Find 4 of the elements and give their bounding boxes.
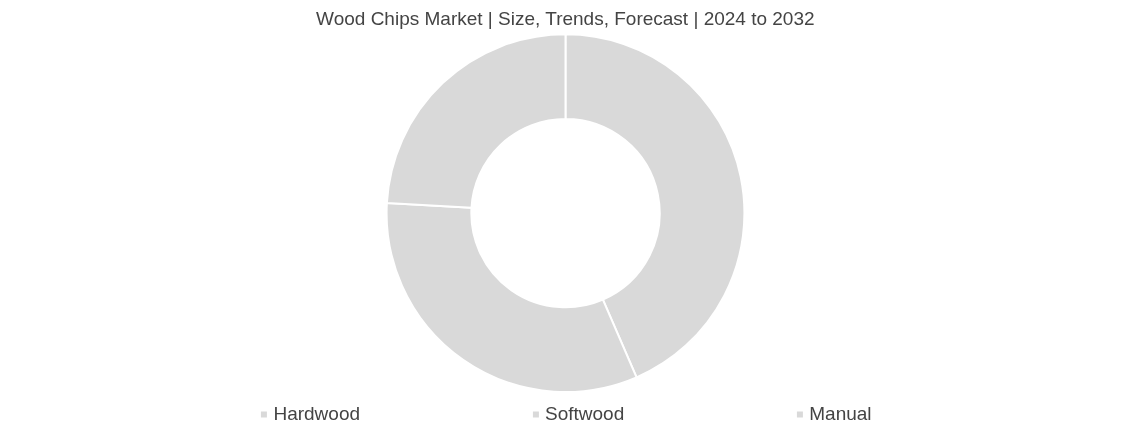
legend-label: Hardwood (273, 403, 361, 425)
chart-title: Wood Chips Market | Size, Trends, Forecast | 2024 to 2032 (316, 7, 815, 29)
legend-label: Softwood (545, 403, 625, 425)
legend-label: Manual (809, 403, 872, 425)
